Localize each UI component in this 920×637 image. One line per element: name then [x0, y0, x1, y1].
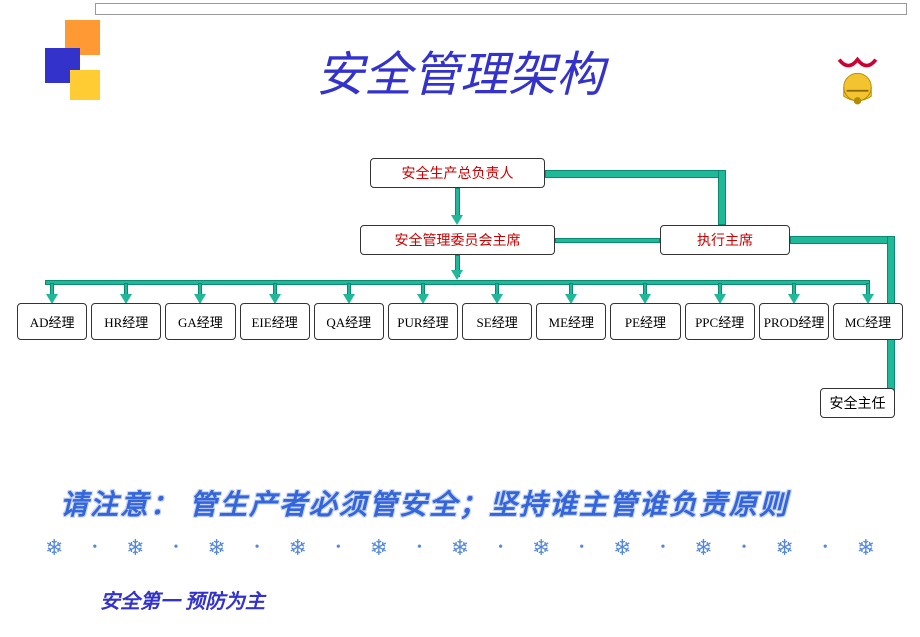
- node-committee-chair: 安全管理委员会主席: [360, 225, 555, 255]
- node-top-label: 安全生产总负责人: [402, 163, 514, 183]
- snowflake-icon: ❄: [207, 535, 225, 561]
- snowflake-icon: ❄: [857, 535, 875, 561]
- conn-top-to-exec-h: [545, 170, 725, 178]
- snowflake-icon: ❄: [370, 535, 388, 561]
- attention-note: 请注意： 管生产者必须管安全；坚持谁主管谁负责原则: [60, 483, 789, 523]
- manager-box: EIE经理: [240, 303, 310, 340]
- conn-chair-to-exec: [555, 238, 660, 243]
- snowflake-icon: ❄: [451, 535, 469, 561]
- snowflake-divider: ❄• ❄• ❄• ❄• ❄• ❄• ❄• ❄• ❄• ❄• ❄: [45, 535, 875, 561]
- manager-box: QA经理: [314, 303, 384, 340]
- manager-box: SE经理: [462, 303, 532, 340]
- manager-box: PE经理: [610, 303, 680, 340]
- manager-box: PROD经理: [759, 303, 829, 340]
- snowflake-icon: ❄: [694, 535, 712, 561]
- snowflake-icon: ❄: [126, 535, 144, 561]
- footer-slogan: 安全第一 预防为主: [100, 585, 265, 614]
- manager-box: PUR经理: [388, 303, 458, 340]
- conn-exec-right-h: [790, 236, 895, 244]
- node-exec-chair: 执行主席: [660, 225, 790, 255]
- node-safety-label: 安全主任: [830, 393, 886, 413]
- node-top-leader: 安全生产总负责人: [370, 158, 545, 188]
- manager-box: PPC经理: [685, 303, 755, 340]
- manager-box: ME经理: [536, 303, 606, 340]
- top-border-bar: [95, 3, 907, 15]
- arrow-top-to-chair: [451, 215, 463, 225]
- managers-row: AD经理HR经理GA经理EIE经理QA经理PUR经理SE经理ME经理PE经理PP…: [15, 303, 905, 340]
- manager-box: MC经理: [833, 303, 903, 340]
- conn-top-to-chair: [455, 188, 460, 218]
- snowflake-icon: ❄: [45, 535, 63, 561]
- node-safety-director: 安全主任: [820, 388, 895, 418]
- snowflake-icon: ❄: [288, 535, 306, 561]
- slide-title: 安全管理架构: [0, 35, 920, 105]
- node-chair-label: 安全管理委员会主席: [395, 230, 521, 250]
- snowflake-icon: ❄: [532, 535, 550, 561]
- manager-box: AD经理: [17, 303, 87, 340]
- snowflake-icon: ❄: [613, 535, 631, 561]
- arrow-chair-to-bus: [451, 270, 463, 280]
- manager-box: GA经理: [165, 303, 235, 340]
- conn-top-to-exec-v: [718, 170, 726, 225]
- conn-manager-bus: [45, 280, 870, 285]
- snowflake-icon: ❄: [775, 535, 793, 561]
- manager-box: HR经理: [91, 303, 161, 340]
- node-exec-label: 执行主席: [697, 230, 753, 250]
